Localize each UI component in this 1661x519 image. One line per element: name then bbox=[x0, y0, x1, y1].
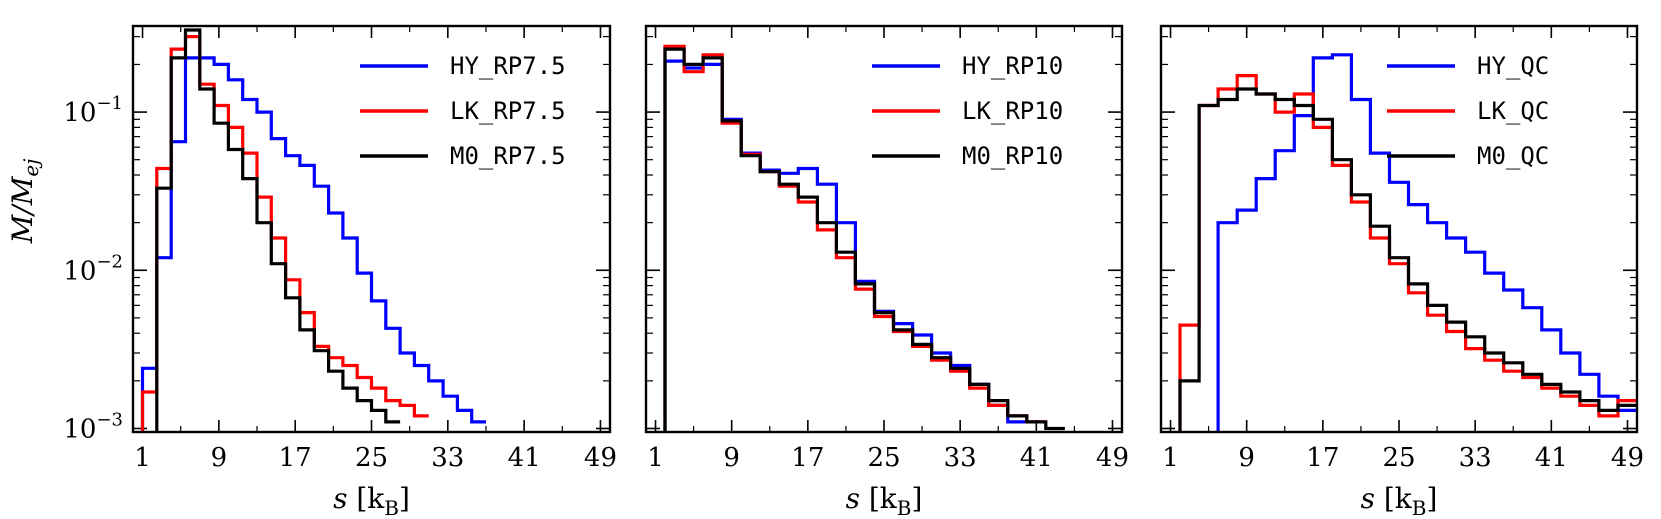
y-tick-label: 10−2 bbox=[63, 251, 123, 286]
legend-label: M0_RP10 bbox=[962, 142, 1063, 170]
x-tick-label: 1 bbox=[134, 443, 151, 473]
y-axis-label: M/Mej bbox=[6, 159, 43, 245]
x-tick-label: 49 bbox=[1096, 443, 1129, 473]
panel-1: 10−3 10−2 10−1 1 9 17 25 33 41 49 HY_RP7.5 LK_RP7.5… bbox=[63, 24, 617, 519]
x-tick-label: 9 bbox=[211, 443, 228, 473]
plot-frame bbox=[644, 24, 1124, 434]
series-m0-rp7-5 bbox=[155, 28, 401, 432]
x-tick-label: 25 bbox=[867, 443, 900, 473]
legend-label: HY_RP10 bbox=[962, 52, 1063, 80]
y-tick-label: 10−3 bbox=[63, 409, 123, 444]
plot-frame bbox=[1159, 24, 1639, 434]
x-tick-label: 25 bbox=[355, 443, 388, 473]
x-tick-label: 33 bbox=[944, 443, 977, 473]
legend-label: M0_RP7.5 bbox=[450, 142, 566, 170]
legend-label: M0_QC bbox=[1477, 142, 1549, 170]
x-tick-label: 9 bbox=[1238, 443, 1255, 473]
x-tick-label: 1 bbox=[647, 443, 664, 473]
x-tick-label: 33 bbox=[1459, 443, 1492, 473]
x-tick-label: 9 bbox=[723, 443, 740, 473]
x-tick-label: 41 bbox=[1535, 443, 1568, 473]
x-tick-label: 49 bbox=[1611, 443, 1644, 473]
legend-label: HY_RP7.5 bbox=[450, 52, 566, 80]
x-tick-label: 41 bbox=[508, 443, 541, 473]
series-m0-rp10 bbox=[663, 47, 1065, 432]
series-m0-qc bbox=[1178, 87, 1637, 432]
x-tick-label: 49 bbox=[584, 443, 617, 473]
x-tick-label: 33 bbox=[431, 443, 464, 473]
x-tick-label: 17 bbox=[279, 443, 312, 473]
plot-frame bbox=[131, 24, 612, 434]
x-axis-label: s [kB] bbox=[1361, 482, 1438, 519]
x-axis-label: s [kB] bbox=[846, 482, 923, 519]
y-tick-label: 10−1 bbox=[63, 93, 123, 128]
x-axis-label: s [kB] bbox=[333, 482, 410, 519]
legend-label: LK_RP10 bbox=[962, 97, 1063, 125]
series-hy-qc bbox=[1216, 53, 1637, 432]
legend-label: LK_RP7.5 bbox=[450, 97, 566, 125]
legend-label: LK_QC bbox=[1477, 97, 1549, 125]
x-tick-label: 17 bbox=[1306, 443, 1339, 473]
x-tick-label: 17 bbox=[791, 443, 824, 473]
x-tick-label: 25 bbox=[1382, 443, 1415, 473]
x-tick-label: 1 bbox=[1162, 443, 1179, 473]
x-tick-label: 41 bbox=[1020, 443, 1053, 473]
legend-label: HY_QC bbox=[1477, 52, 1549, 80]
series-hy-rp7-5 bbox=[140, 56, 486, 432]
panel-3: 1 9 17 25 33 41 49 HY_QC LK_QC M0_QCs [kB] bbox=[1159, 24, 1644, 519]
